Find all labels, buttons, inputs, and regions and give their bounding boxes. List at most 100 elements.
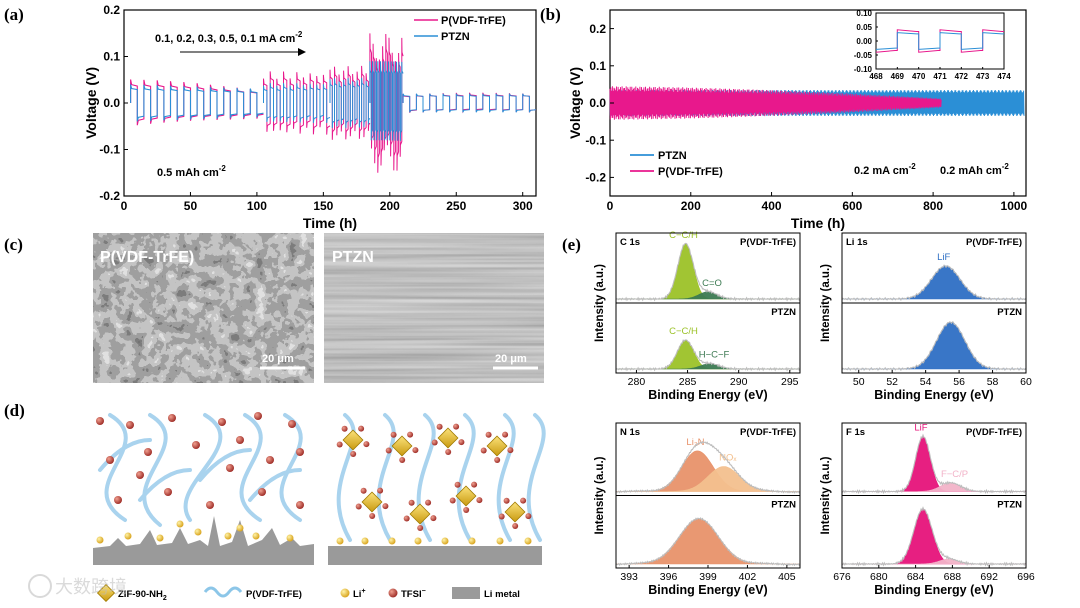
chart-a-xtick-label: 50 <box>184 199 198 213</box>
xps-sample-label: P(VDF-TrFE) <box>740 237 796 248</box>
panel-label-a: (a) <box>4 5 24 24</box>
xps-sample-label: P(VDF-TrFE) <box>966 427 1022 438</box>
chart-b-annotation-rate: 0.2 mA cm-2 <box>854 162 916 177</box>
xps-ylabel: Intensity (a.u.) <box>594 264 606 342</box>
xps-sample-label: PTZN <box>771 500 796 511</box>
xps-envelope <box>841 264 1027 302</box>
chart-b-inset-ytick-label: 0.00 <box>856 37 872 46</box>
xps-subplot-2: Li₃N NOₓ P(VDF-TrFE) PTZN N 1s 393 396 399 402 40… <box>594 422 801 597</box>
chart-b-inset-series <box>875 29 1004 53</box>
xps-xtick-label: 399 <box>699 571 717 583</box>
xps-xlabel: Binding Energy (eV) <box>874 583 993 597</box>
chart-b-legend-ptzn: PTZN <box>658 150 687 162</box>
xps-sample-label: PTZN <box>997 307 1022 318</box>
chart-a-legend: P(VDF-TrFE) PTZN <box>414 15 506 43</box>
xps-ylabel: Intensity (a.u.) <box>594 456 606 534</box>
legend-li-metal-label: Li metal <box>484 589 520 600</box>
xps-xtick-label: 52 <box>886 376 898 388</box>
chart-a-xtick-label: 100 <box>247 199 267 213</box>
chart-b-pvdf-trace <box>609 86 942 120</box>
chart-a-xtick-label: 200 <box>380 199 400 213</box>
xps-envelope <box>841 321 1027 372</box>
legend-li-ball <box>340 588 350 598</box>
chart-b-xtick-label: 200 <box>681 199 701 213</box>
xps-peak-label: LiF <box>937 252 950 263</box>
sem-label-pvdf: P(VDF-TrFE) <box>100 249 194 266</box>
xps-peak <box>842 436 1026 492</box>
chart-b-inset: 468 469 470 471 472 473 474 -0.10 -0.05 0.00 0.05 0… <box>854 9 1011 81</box>
sem-label-ptzn: PTZN <box>332 249 374 266</box>
sem-panel: P(VDF-TrFE) 20 μm PTZN 20 μm <box>93 233 544 383</box>
panel-label-b: (b) <box>540 5 561 24</box>
xps-xtick-label: 396 <box>660 571 678 583</box>
chart-b-inset-xtick-label: 472 <box>955 72 969 81</box>
xps-ylabel: Intensity (a.u.) <box>820 264 832 342</box>
chart-a-xtick-label: 0 <box>121 199 128 213</box>
chart-b-ytick-label: 0.0 <box>589 96 606 110</box>
li-metal-flat <box>328 546 542 565</box>
xps-sample-label: P(VDF-TrFE) <box>966 237 1022 248</box>
xps-subplot-1: LiF P(VDF-TrFE) PTZN Li 1s 50 52 54 56 58 60 Bindi… <box>820 232 1032 402</box>
sem-image-ptzn <box>324 233 544 383</box>
xps-peak-label: F−C/P <box>941 469 968 480</box>
chart-a-ytick-label: 0.2 <box>103 3 120 17</box>
chart-a-ytick-label: 0.1 <box>103 50 120 64</box>
chart-b-xtick-label: 600 <box>842 199 862 213</box>
chart-b-xtick-label: 0 <box>607 199 614 213</box>
xps-sample-label: PTZN <box>771 307 796 318</box>
schematic-left <box>96 412 304 544</box>
chart-b: 0 200 400 600 800 1000 -0.2 -0.1 0.0 0.1 0.2 Time … <box>567 9 1028 231</box>
legend-li-metal-swatch <box>452 587 480 599</box>
xps-peak-label: C−C/H <box>669 326 698 337</box>
chart-b-ytick-label: -0.2 <box>585 171 606 185</box>
chart-b-ytick-label: 0.2 <box>589 22 606 36</box>
xps-envelope <box>615 517 801 567</box>
panel-label-e: (e) <box>562 235 581 254</box>
xps-xtick-label: 295 <box>781 376 799 388</box>
legend-zif-cube <box>96 583 116 603</box>
chart-a-xtick-label: 150 <box>313 199 333 213</box>
sem-scale-pvdf: 20 μm <box>262 353 294 365</box>
chart-b-axes: 0 200 400 600 800 1000 -0.2 -0.1 0.0 0.1 0.2 <box>585 22 1027 213</box>
xps-xtick-label: 696 <box>1017 571 1035 583</box>
chart-b-inset-axes: 468 469 470 471 472 473 474 -0.10 -0.05 0.00 0.05 0… <box>854 9 1011 81</box>
xps-xtick-label: 280 <box>628 376 646 388</box>
chart-b-xtick-label: 1000 <box>1001 199 1028 213</box>
watermark-logo <box>28 574 52 598</box>
chart-b-inset-xtick-label: 474 <box>997 72 1011 81</box>
xps-xlabel: Binding Energy (eV) <box>874 388 993 402</box>
xps-peak <box>616 518 800 565</box>
xps-xtick-label: 688 <box>944 571 962 583</box>
xps-peak-label: NOₓ <box>719 453 737 464</box>
chart-a-ytick-label: -0.1 <box>99 143 120 157</box>
chart-a-ytick-label: -0.2 <box>99 189 120 203</box>
chart-a-xtick-label: 300 <box>513 199 533 213</box>
xps-peak <box>842 265 1026 300</box>
xps-xtick-label: 405 <box>778 571 796 583</box>
xps-xtick-label: 285 <box>679 376 697 388</box>
chart-b-series <box>609 86 1025 120</box>
chart-b-inset-xtick-label: 469 <box>891 72 905 81</box>
schematic-legend: ZIF-90-NH2 P(VDF-TrFE) Li+ TFSI− Li meta… <box>96 583 520 603</box>
xps-envelope <box>615 242 801 302</box>
xps-panel: C−C/H C=O P(VDF-TrFE) C−C/H H−C−F PTZN C 1s 280… <box>594 230 1035 597</box>
chart-b-ytick-label: -0.1 <box>585 133 606 147</box>
legend-polymer-label: P(VDF-TrFE) <box>246 589 302 600</box>
chart-a-legend-ptzn: PTZN <box>441 31 470 43</box>
chart-a-series <box>130 33 537 173</box>
watermark-text: 大数跨境 <box>55 577 127 597</box>
xps-sample-label: PTZN <box>997 500 1022 511</box>
chart-b-inset-xtick-label: 471 <box>933 72 947 81</box>
xps-envelope <box>615 339 801 372</box>
panel-label-c: (c) <box>4 235 23 254</box>
xps-element-label: F 1s <box>846 427 865 438</box>
chart-a-xtick-label: 250 <box>446 199 466 213</box>
xps-envelope <box>615 440 801 494</box>
xps-xtick-label: 393 <box>620 571 638 583</box>
xps-sample-label: P(VDF-TrFE) <box>740 427 796 438</box>
schematic-panel: ZIF-90-NH2 P(VDF-TrFE) Li+ TFSI− Li meta… <box>93 412 546 603</box>
xps-envelope <box>841 506 1026 567</box>
chart-b-inset-ytick-label: 0.05 <box>856 23 872 32</box>
xps-xtick-label: 50 <box>853 376 865 388</box>
